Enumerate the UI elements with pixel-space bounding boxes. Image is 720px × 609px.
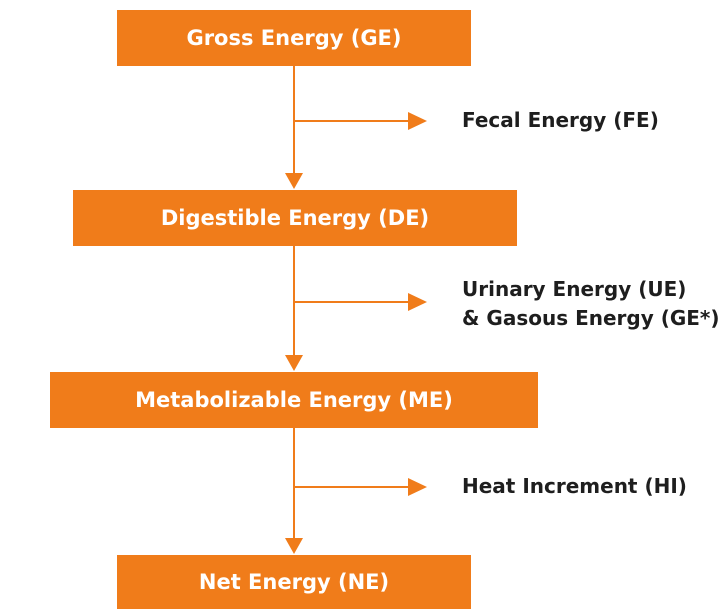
net-energy-label: Net Energy (NE) [198,570,390,594]
metabolizable-energy-label: Metabolizable Energy (ME) [135,388,453,412]
arrowhead-to-me [285,355,303,371]
gaseous-energy-label: & Gasous Energy (GE*) [462,306,720,330]
arrowhead-to-de [285,173,303,189]
heat-increment-label: Heat Increment (HI) [462,474,687,498]
gross-energy-label: Gross Energy (GE) [186,26,402,50]
arrowhead-to-fe [408,112,427,130]
arrowhead-to-ne [285,538,303,554]
fecal-energy-loss: Fecal Energy (FE) [462,106,659,135]
urinary-gaseous-energy-loss: Urinary Energy (UE) & Gasous Energy (GE*… [462,275,720,333]
gross-energy-box: Gross Energy (GE) [117,10,471,66]
digestible-energy-label: Digestible Energy (DE) [160,206,430,230]
fecal-energy-label: Fecal Energy (FE) [462,108,659,132]
net-energy-box: Net Energy (NE) [117,555,471,609]
arrowhead-to-ue [408,293,427,311]
digestible-energy-box: Digestible Energy (DE) [73,190,517,246]
metabolizable-energy-box: Metabolizable Energy (ME) [50,372,538,428]
urinary-energy-label: Urinary Energy (UE) [462,277,687,301]
arrowhead-to-hi [408,478,427,496]
heat-increment-loss: Heat Increment (HI) [462,472,687,501]
